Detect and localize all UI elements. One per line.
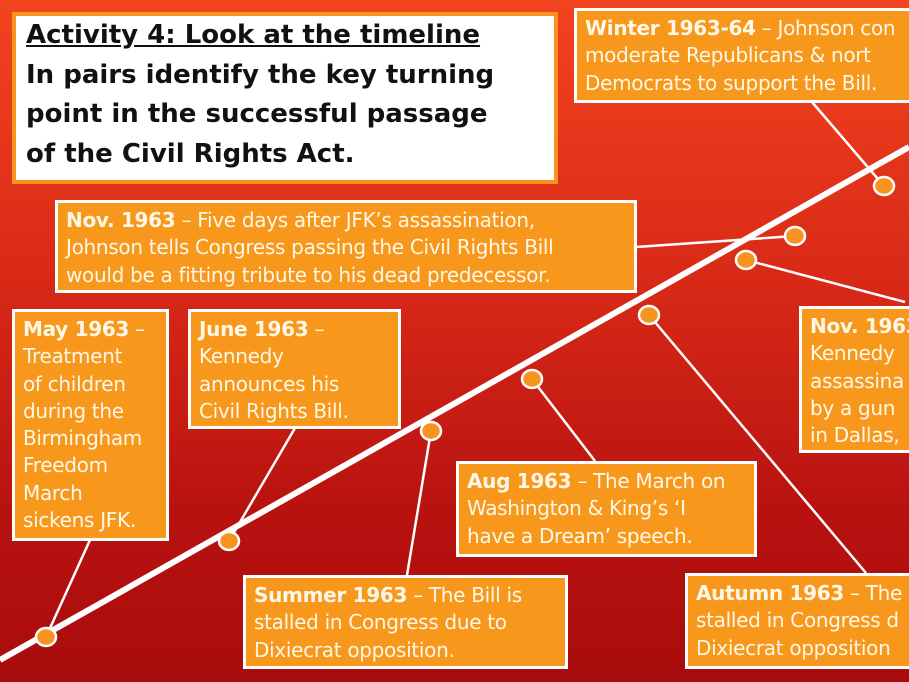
event-date: Aug 1963 [467,469,572,493]
event-text: sickens JFK. [23,508,136,533]
event-text: of children [23,371,126,396]
event-summer: Summer 1963 – The Bill is stalled in Con… [243,575,568,669]
event-text: March [23,480,83,505]
event-june: June 1963 – Kennedy announces his Civil … [188,309,401,429]
activity-title-box: Activity 4: Look at the timeline In pair… [12,12,558,184]
event-date: Nov. 1963 [810,314,909,338]
event-text: moderate Republicans & nort [585,43,871,68]
point-aug [520,368,544,390]
instruction-line: In pairs identify the key turning [26,59,495,90]
event-text: Treatment [23,344,123,369]
event-date: June 1963 [199,317,309,341]
event-text: – [129,317,145,341]
event-text: – The March on [571,469,726,493]
timeline-axis [0,144,909,663]
connector-winter [811,101,885,187]
event-text: Freedom [23,453,108,478]
event-text: stalled in Congress due to [254,610,507,635]
event-text: Kennedy [810,341,895,366]
event-nov-tribute: Nov. 1963 – Five days after JFK’s assass… [55,200,637,293]
activity-heading: Activity 4: Look at the timeline [26,20,481,50]
event-text: announces his [199,371,340,396]
event-nov-assassination: Nov. 1963 Kennedy assassina by a gun in … [799,306,909,453]
event-text: – [308,317,325,341]
event-text: Dixiecrat opposition [696,635,891,660]
event-date: Nov. 1963 [66,208,176,232]
event-text: – The Bill is [407,583,522,607]
point-summer [419,420,443,442]
event-text: Kennedy [199,344,284,369]
event-date: Winter 1963-64 [585,16,756,40]
event-may: May 1963 – Treatment of children during … [12,309,169,541]
point-autumn [637,304,661,326]
event-text: – Five days after JFK’s assassination, [175,208,535,232]
event-text: in Dallas, [810,423,900,448]
connector-nov-assassination [745,258,906,304]
event-text: Civil Rights Bill. [199,398,349,423]
event-text: would be a fitting tribute to his dead p… [66,262,551,287]
instruction-line: point in the successful passage [26,99,488,129]
event-text: stalled in Congress d [696,608,899,633]
connector-aug [531,378,596,462]
point-winter [872,175,896,197]
event-aug: Aug 1963 – The March on Washington & Kin… [456,461,757,557]
event-autumn: Autumn 1963 – The stalled in Congress d … [685,573,909,669]
connector-may [44,539,92,638]
event-winter: Winter 1963-64 – Johnson con moderate Re… [574,8,909,103]
event-text: assassina [810,368,904,393]
point-nov-tribute [783,225,807,247]
event-text: Dixiecrat opposition. [254,637,455,662]
event-text: Democrats to support the Bill. [585,70,878,95]
event-text: by a gun [810,395,896,420]
event-text: have a Dream’ speech. [467,523,693,548]
event-text: – Johnson con [755,16,896,40]
instruction-line: of the Civil Rights Act. [26,138,355,169]
event-date: Autumn 1963 [696,581,844,605]
point-may [34,626,58,648]
event-text: during the [23,398,124,423]
timeline-points [34,175,896,648]
connector-autumn [648,314,867,574]
connector-summer [405,430,433,576]
point-nov-assassination [734,249,758,271]
event-text: Washington & King’s ‘I [467,496,686,521]
event-date: May 1963 [23,317,130,341]
event-date: Summer 1963 [254,583,408,607]
event-text: Johnson tells Congress passing the Civil… [66,235,554,260]
connector-nov-tribute [635,234,796,249]
event-text: – The [843,581,903,605]
event-text: Birmingham [23,426,142,451]
point-june [217,530,241,552]
